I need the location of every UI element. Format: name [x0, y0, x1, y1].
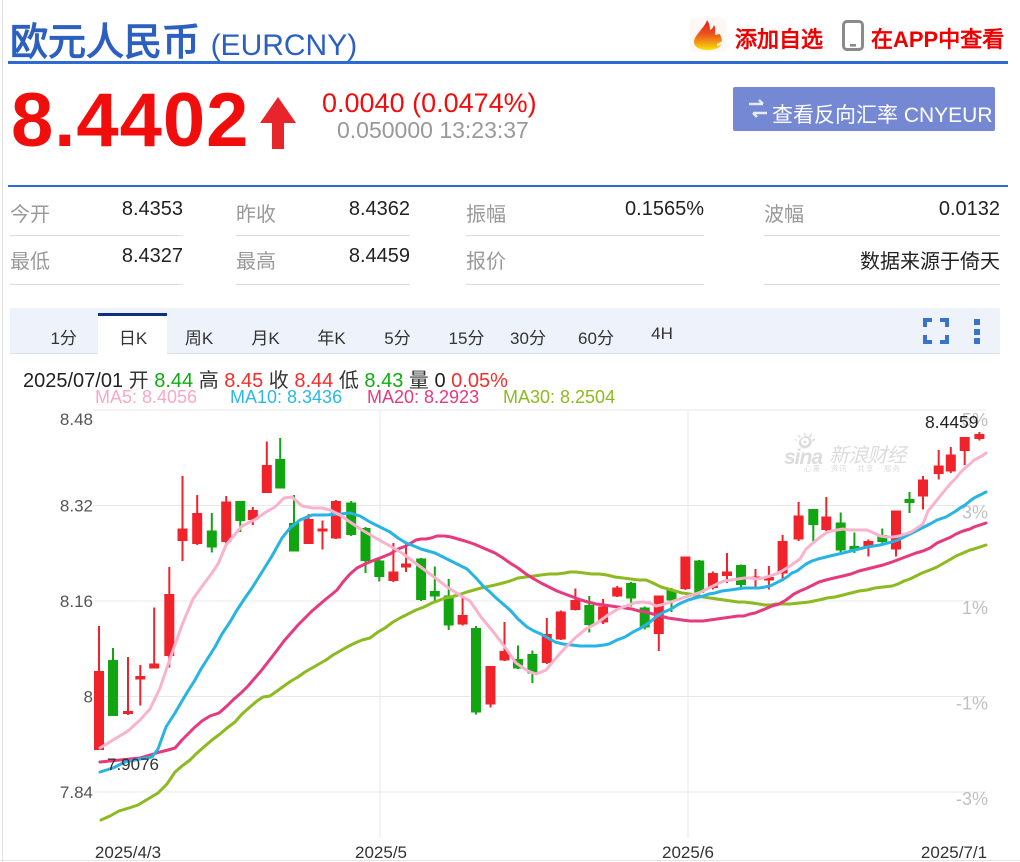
svg-text:2025/6: 2025/6 [662, 843, 714, 860]
svg-text:8: 8 [84, 688, 93, 707]
svg-text:8.4459: 8.4459 [925, 412, 979, 432]
svg-text:5%: 5% [962, 410, 988, 430]
svg-text:2025/7/1: 2025/7/1 [921, 843, 987, 860]
svg-text:7.9076: 7.9076 [107, 755, 159, 774]
svg-text:2025/5: 2025/5 [355, 843, 407, 860]
svg-text:心量 · 资讯 · 共享 · 服务: 心量 · 资讯 · 共享 · 服务 [804, 463, 901, 473]
svg-text:8.32: 8.32 [60, 497, 93, 516]
svg-text:7.84: 7.84 [60, 783, 93, 802]
svg-text:1%: 1% [962, 598, 988, 618]
svg-text:8.48: 8.48 [60, 410, 93, 429]
svg-text:-1%: -1% [956, 694, 988, 714]
svg-text:8.16: 8.16 [60, 592, 93, 611]
svg-text:sina: sina [784, 446, 823, 469]
svg-text:-3%: -3% [956, 789, 988, 809]
svg-text:新浪财经: 新浪财经 [829, 445, 909, 467]
svg-text:2025/4/3: 2025/4/3 [95, 843, 161, 860]
svg-text:3%: 3% [962, 503, 988, 523]
